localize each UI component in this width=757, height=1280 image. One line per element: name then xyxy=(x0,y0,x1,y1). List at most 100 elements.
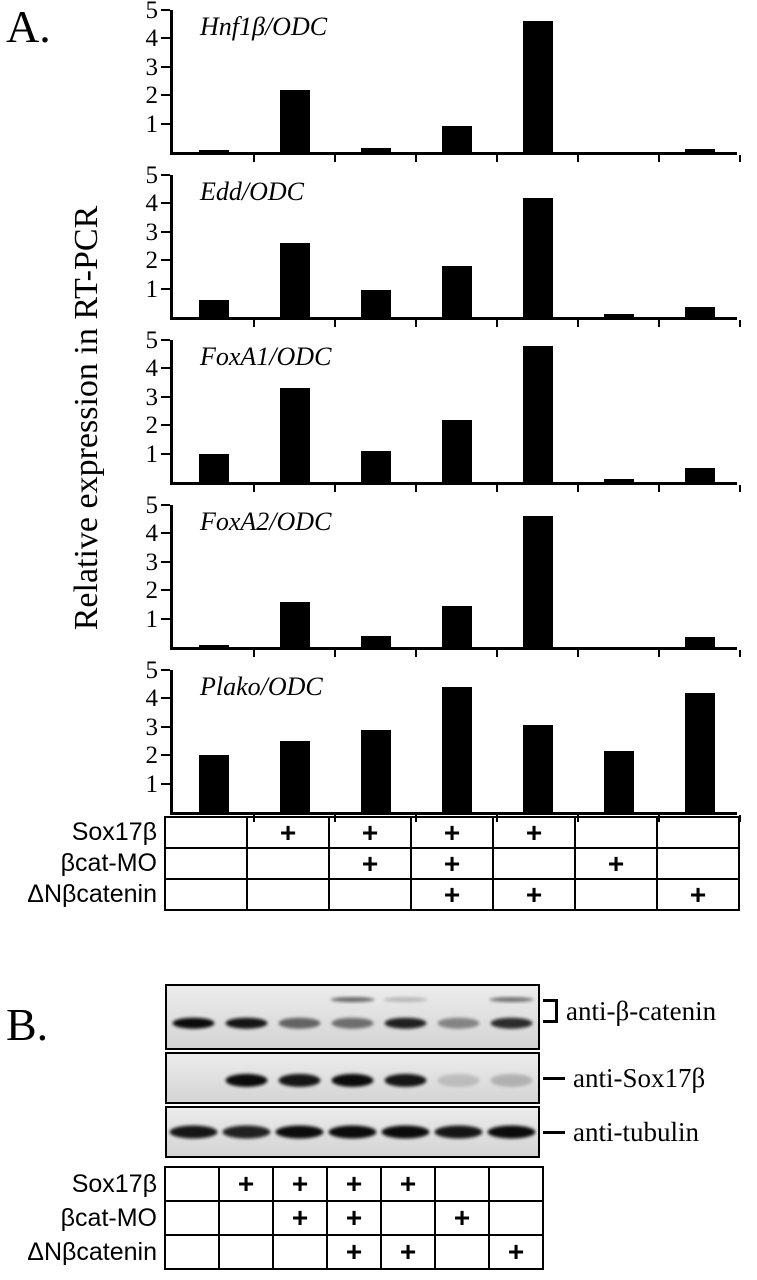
band-lane-5 xyxy=(384,1017,427,1029)
band-lane-3 xyxy=(278,1017,321,1029)
band-lane-3 xyxy=(275,1125,324,1139)
condition-cell-1 xyxy=(164,1200,220,1236)
x-tick xyxy=(496,650,498,657)
bar-chart-1: 1 2 3 4 5 Hnf1β/ODC xyxy=(146,0,741,162)
bar-chart-3: 1 2 3 4 5 FoxA1/ODC xyxy=(146,328,741,492)
condition-cell-6: + xyxy=(574,847,658,880)
x-tick xyxy=(496,320,498,327)
x-tick xyxy=(253,650,255,657)
blot-beta-catenin xyxy=(165,984,540,1050)
plot-area xyxy=(170,10,741,162)
condition-cell-6: + xyxy=(434,1200,490,1236)
x-tick xyxy=(334,155,336,162)
blot-label-text: anti-β-catenin xyxy=(566,995,717,1026)
x-tick xyxy=(658,485,660,492)
band-lane-4 xyxy=(328,1125,377,1139)
condition-cell-5: + xyxy=(380,1234,436,1270)
chart-title: FoxA1/ODC xyxy=(200,342,332,371)
condition-row-label: Sox17β xyxy=(71,1169,157,1198)
y-tick-label: 3 xyxy=(145,383,159,411)
x-tick xyxy=(415,650,417,657)
x-tick xyxy=(334,320,336,327)
x-tick xyxy=(739,815,741,822)
condition-row-label: βcat-MO xyxy=(60,1203,157,1232)
y-tick-label: 3 xyxy=(145,53,159,81)
bar-lane-5 xyxy=(522,197,553,317)
condition-cell-3: + xyxy=(272,1200,328,1236)
plot-area xyxy=(170,505,741,657)
bar-lane-3 xyxy=(360,450,391,482)
y-tick-label: 5 xyxy=(145,0,159,24)
x-tick xyxy=(334,485,336,492)
condition-cell-5: + xyxy=(492,878,576,911)
bar-lane-3 xyxy=(360,729,391,812)
y-tick xyxy=(161,202,170,205)
condition-row: βcat-MO + + + xyxy=(0,847,740,880)
y-tick-label: 2 xyxy=(145,742,159,770)
x-tick xyxy=(739,155,741,162)
bar-lane-4 xyxy=(441,605,472,647)
y-tick-label: 3 xyxy=(145,218,159,246)
x-tick xyxy=(253,155,255,162)
band-lane-6 xyxy=(434,1125,483,1139)
y-tick xyxy=(161,395,170,398)
bar-lane-7 xyxy=(684,467,715,482)
blot-bands-image xyxy=(225,1073,533,1087)
condition-cell-5: + xyxy=(492,816,576,849)
y-tick-label: 4 xyxy=(145,685,159,713)
y-tick xyxy=(161,589,170,592)
panel-b-label: B. xyxy=(6,999,49,1050)
bar-lane-2 xyxy=(279,89,310,152)
bar-lane-7 xyxy=(684,307,715,317)
band-lane-5 xyxy=(383,997,428,1003)
x-tick xyxy=(415,155,417,162)
band-lane-4 xyxy=(331,1073,374,1087)
y-tick-label: 5 xyxy=(145,657,159,684)
chart-title: Plako/ODC xyxy=(200,672,323,701)
condition-cell-5 xyxy=(492,847,576,880)
bar-lane-1 xyxy=(198,300,229,317)
condition-cell-2 xyxy=(218,1200,274,1236)
y-tick-label: 2 xyxy=(145,247,159,275)
band-lane-1 xyxy=(169,1125,218,1139)
y-tick xyxy=(161,174,170,176)
x-tick xyxy=(577,485,579,492)
x-tick xyxy=(658,320,660,327)
condition-cell-4: + xyxy=(326,1200,382,1236)
condition-cell-1 xyxy=(164,847,248,880)
y-tick-label: 1 xyxy=(145,110,159,138)
condition-cell-6 xyxy=(574,878,658,911)
bar-lane-5 xyxy=(522,516,553,647)
y-tick xyxy=(161,782,170,785)
band-lane-7 xyxy=(489,997,534,1003)
blot-label-tubulin: anti-tubulin xyxy=(543,1117,699,1147)
x-tick xyxy=(739,485,741,492)
y-tick xyxy=(161,424,170,427)
y-tick-label: 4 xyxy=(145,25,159,53)
y-tick xyxy=(161,37,170,40)
band-lane-7 xyxy=(487,1125,536,1139)
x-tick xyxy=(739,650,741,657)
condition-cell-6 xyxy=(574,816,658,849)
plot-area xyxy=(170,340,741,492)
bar-charts-container: 1 2 3 4 5 Hnf1β/ODC 1 2 3 4 5 Edd/ODC 1 2 3 4 5 FoxA1/ODC… xyxy=(146,0,741,835)
bar-lane-5 xyxy=(522,725,553,812)
bar-lane-7 xyxy=(684,149,715,152)
bar-chart-4: 1 2 3 4 5 FoxA2/ODC xyxy=(146,493,741,657)
x-tick xyxy=(334,650,336,657)
blot-label-text: anti-tubulin xyxy=(573,1116,699,1147)
band-lane-5 xyxy=(381,1125,430,1139)
condition-cell-5 xyxy=(380,1200,436,1236)
x-tick xyxy=(496,485,498,492)
bar-lane-1 xyxy=(198,755,229,812)
condition-cell-4: + xyxy=(410,878,494,911)
condition-cell-2: + xyxy=(246,816,330,849)
condition-cell-3 xyxy=(272,1234,328,1270)
chart-title: FoxA2/ODC xyxy=(200,507,332,536)
y-tick-label: 5 xyxy=(145,492,159,519)
bar-lane-4 xyxy=(441,265,472,317)
blot-label-text: anti-Sox17β xyxy=(573,1062,706,1093)
bar-lane-5 xyxy=(522,345,553,482)
condition-table-a: Sox17β + + + + βcat-MO + + + ΔNβcatenin + + + xyxy=(0,816,740,911)
